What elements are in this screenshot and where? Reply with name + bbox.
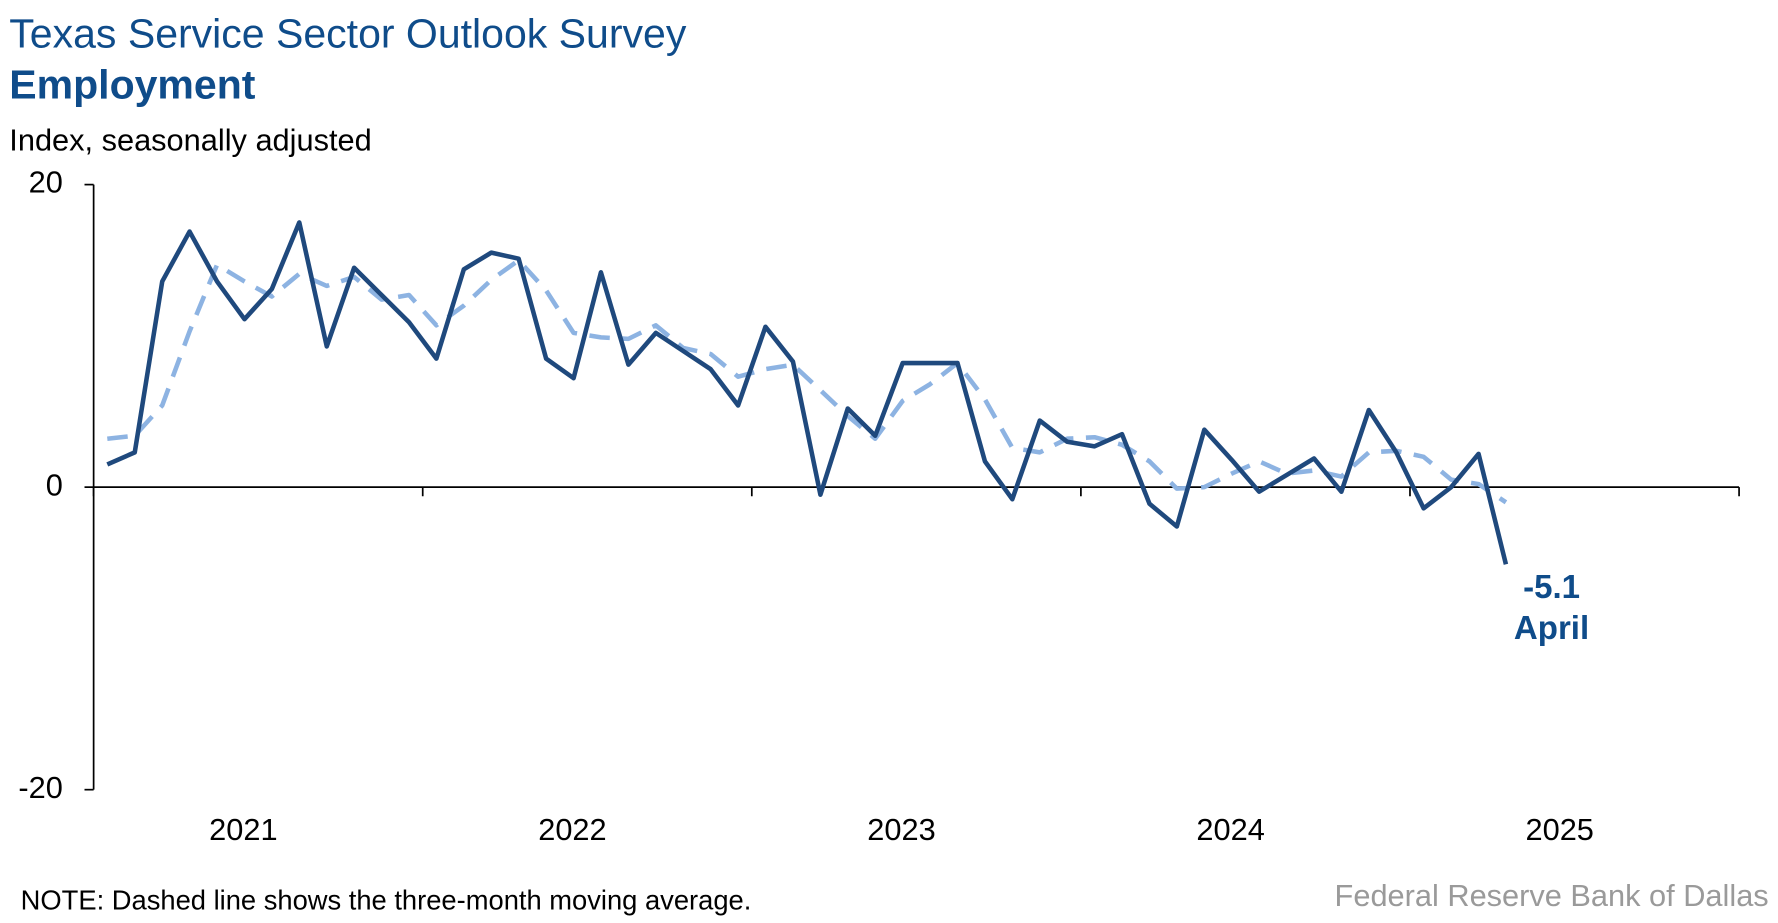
x-tick-label: 2021 (209, 812, 277, 847)
x-tick-label: 2023 (867, 812, 935, 847)
series-line (106, 220, 1509, 565)
x-tick-label: 2025 (1526, 812, 1594, 847)
annotation: April (1514, 610, 1589, 647)
source: Federal Reserve Bank of Dallas (1335, 878, 1769, 913)
series-line (107, 257, 1508, 505)
note: NOTE: Dashed line shows the three-month … (21, 885, 752, 916)
chart-subtitle: Employment (9, 62, 255, 108)
x-tick-label: 2022 (538, 812, 606, 847)
chart-title: Texas Service Sector Outlook Survey (9, 10, 687, 56)
y-axis-label: Index, seasonally adjusted (9, 123, 371, 158)
x-tick-label: 2024 (1196, 812, 1264, 847)
y-tick-label: 0 (46, 467, 63, 502)
y-tick-label: -20 (18, 770, 62, 805)
annotation: -5.1 (1523, 569, 1580, 606)
y-tick-label: 20 (29, 165, 63, 200)
